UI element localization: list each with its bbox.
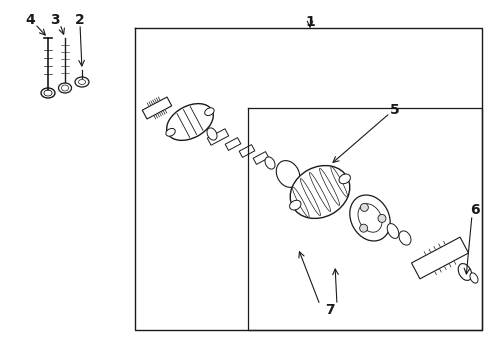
- Text: 2: 2: [75, 13, 85, 27]
- Ellipse shape: [41, 88, 55, 98]
- Ellipse shape: [310, 172, 331, 211]
- Ellipse shape: [44, 90, 52, 96]
- Ellipse shape: [319, 168, 340, 205]
- Ellipse shape: [399, 231, 411, 245]
- Bar: [412, 237, 468, 279]
- Ellipse shape: [207, 128, 217, 140]
- Ellipse shape: [62, 85, 69, 91]
- Text: 6: 6: [470, 203, 480, 217]
- Ellipse shape: [276, 161, 300, 188]
- Ellipse shape: [300, 179, 320, 216]
- Text: 5: 5: [390, 103, 400, 117]
- Ellipse shape: [387, 224, 399, 238]
- Bar: [207, 129, 229, 145]
- Ellipse shape: [58, 83, 72, 93]
- Ellipse shape: [265, 157, 275, 169]
- Ellipse shape: [470, 273, 478, 283]
- Ellipse shape: [331, 167, 347, 197]
- Bar: [239, 145, 255, 157]
- Ellipse shape: [358, 204, 382, 232]
- Bar: [225, 138, 241, 150]
- Bar: [142, 97, 172, 119]
- Ellipse shape: [360, 203, 368, 211]
- Ellipse shape: [360, 224, 368, 232]
- Ellipse shape: [293, 187, 309, 217]
- Text: 7: 7: [325, 303, 335, 317]
- Ellipse shape: [350, 195, 390, 241]
- Ellipse shape: [167, 104, 213, 140]
- Ellipse shape: [75, 77, 89, 87]
- Bar: [253, 152, 269, 165]
- Ellipse shape: [290, 166, 350, 219]
- Text: 1: 1: [305, 15, 315, 29]
- Ellipse shape: [378, 215, 386, 222]
- Ellipse shape: [339, 174, 350, 184]
- Ellipse shape: [166, 129, 175, 136]
- Text: 3: 3: [50, 13, 60, 27]
- Text: 4: 4: [25, 13, 35, 27]
- Ellipse shape: [78, 80, 85, 85]
- Ellipse shape: [458, 264, 472, 280]
- Ellipse shape: [290, 200, 301, 210]
- Ellipse shape: [205, 108, 214, 116]
